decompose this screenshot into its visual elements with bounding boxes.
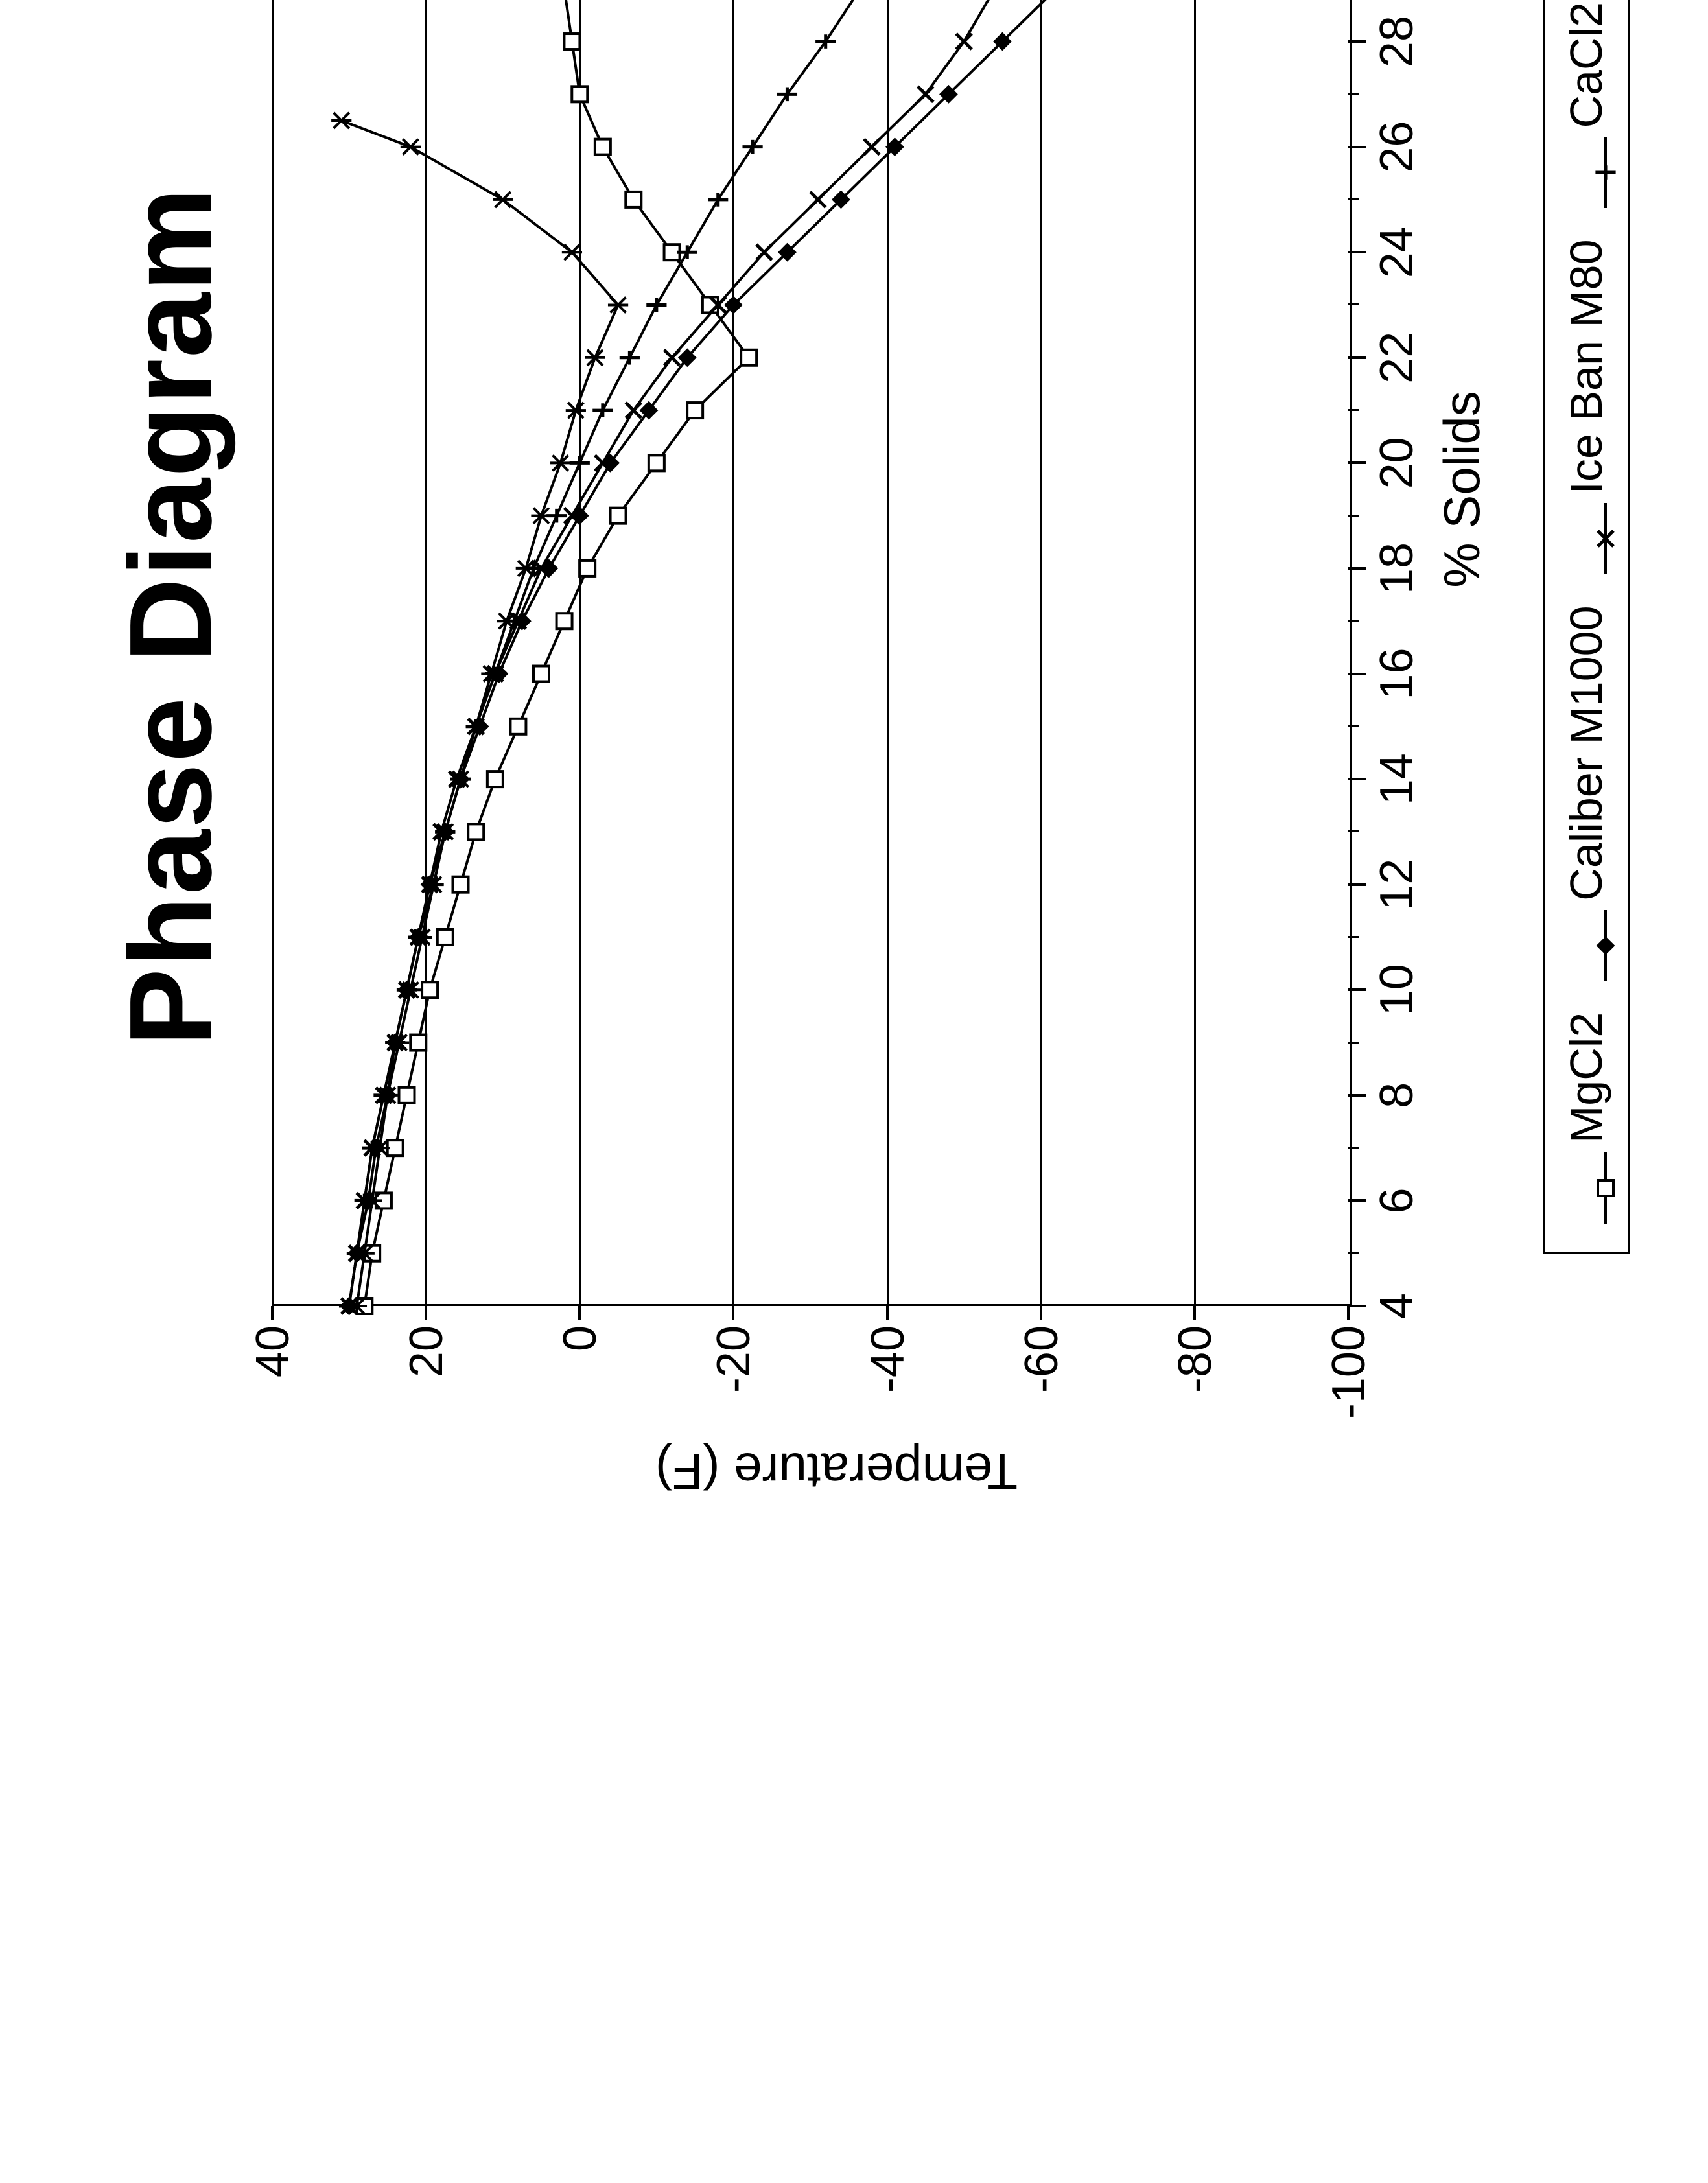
- series-marker: [608, 297, 628, 312]
- series-marker: [649, 455, 664, 471]
- series-marker: [579, 561, 595, 576]
- x-tick-label: 22: [1370, 312, 1423, 403]
- series-marker: [562, 244, 582, 260]
- series-marker: [331, 113, 351, 128]
- legend-label: Caliber M1000: [1561, 605, 1611, 900]
- y-axis-label: Temperature (F): [655, 1442, 1018, 1500]
- series-marker: [550, 455, 570, 471]
- series-marker: [742, 140, 762, 154]
- x-tick-label: 28: [1370, 0, 1423, 87]
- series-line-caliber-m1000: [349, 0, 1202, 1306]
- x-axis-label: % Solids: [1433, 0, 1492, 1306]
- series-line-mgcl2: [364, 0, 749, 1306]
- y-tick-label: -80: [1169, 1325, 1222, 1442]
- series-marker: [468, 824, 484, 839]
- legend-label: CaCl2: [1561, 2, 1611, 128]
- series-marker: [557, 613, 572, 629]
- x-tick-label: 14: [1370, 734, 1423, 824]
- series-marker: [453, 877, 469, 893]
- series-line-nacl: [342, 121, 618, 1306]
- legend-marker-icon: [1577, 503, 1603, 574]
- legend-label: Ice Ban M80: [1561, 239, 1611, 494]
- x-tick-label: 20: [1370, 417, 1423, 508]
- series-marker: [810, 192, 826, 207]
- chart-legend: MgCl2Caliber M1000Ice Ban M80CaCl2NaCl: [1543, 0, 1630, 1254]
- chart-svg: [272, 0, 1348, 1306]
- legend-marker-icon: [1577, 137, 1603, 208]
- y-tick-label: 40: [246, 1325, 299, 1442]
- series-marker: [640, 401, 659, 420]
- series-marker: [438, 929, 453, 945]
- series-marker: [531, 508, 551, 524]
- series-marker: [626, 192, 641, 207]
- series-line-cacl2: [349, 0, 987, 1306]
- series-marker: [510, 719, 526, 734]
- legend-item: CaCl2: [1560, 2, 1612, 209]
- y-tick-label: 0: [554, 1325, 607, 1442]
- series-line-ice-ban-m80: [349, 0, 995, 1306]
- series-marker: [410, 1035, 426, 1051]
- series-marker: [626, 403, 641, 418]
- x-tick-label: 18: [1370, 523, 1423, 614]
- series-marker: [956, 34, 972, 49]
- series-marker: [687, 403, 703, 418]
- x-tick-label: 8: [1370, 1050, 1423, 1141]
- x-tick-label: 16: [1370, 629, 1423, 719]
- y-tick-label: -20: [707, 1325, 760, 1442]
- series-marker: [756, 244, 772, 260]
- y-tick-label: -100: [1322, 1325, 1375, 1442]
- x-tick-label: 10: [1370, 944, 1423, 1035]
- series-marker: [493, 192, 513, 207]
- series-marker: [864, 139, 880, 155]
- y-tick-label: 20: [400, 1325, 453, 1442]
- x-tick-label: 24: [1370, 207, 1423, 298]
- legend-item: Ice Ban M80: [1560, 239, 1612, 574]
- y-tick-label: -60: [1015, 1325, 1068, 1442]
- series-marker: [516, 561, 536, 576]
- series-marker: [918, 86, 933, 102]
- series-marker: [566, 403, 586, 418]
- x-tick-label: 12: [1370, 839, 1423, 930]
- series-marker: [646, 298, 666, 312]
- legend-label: MgCl2: [1561, 1012, 1611, 1143]
- y-tick-label: -40: [861, 1325, 915, 1442]
- series-marker: [564, 34, 579, 49]
- series-marker: [572, 86, 587, 102]
- x-tick-label: 4: [1370, 1261, 1423, 1351]
- legend-item: MgCl2: [1560, 1012, 1612, 1224]
- series-marker: [741, 350, 756, 366]
- series-marker: [611, 508, 626, 524]
- legend-marker-icon: [1577, 1152, 1603, 1224]
- x-tick-label: 26: [1370, 102, 1423, 193]
- series-marker: [585, 350, 605, 366]
- series-marker: [620, 351, 640, 365]
- series-marker: [592, 403, 613, 417]
- series-marker: [708, 193, 728, 207]
- series-marker: [595, 139, 611, 155]
- series-marker: [815, 34, 836, 49]
- series-marker: [497, 613, 517, 629]
- series-marker: [401, 139, 421, 155]
- legend-marker-icon: [1577, 910, 1603, 981]
- series-marker: [399, 1088, 415, 1103]
- series-marker: [487, 771, 503, 787]
- chart-title: Phase Diagram: [104, 0, 238, 1708]
- series-marker: [570, 456, 590, 471]
- series-marker: [422, 982, 438, 998]
- series-marker: [664, 350, 680, 366]
- x-tick-label: 6: [1370, 1155, 1423, 1246]
- series-marker: [777, 88, 797, 102]
- legend-item: Caliber M1000: [1560, 605, 1612, 981]
- series-marker: [533, 666, 549, 682]
